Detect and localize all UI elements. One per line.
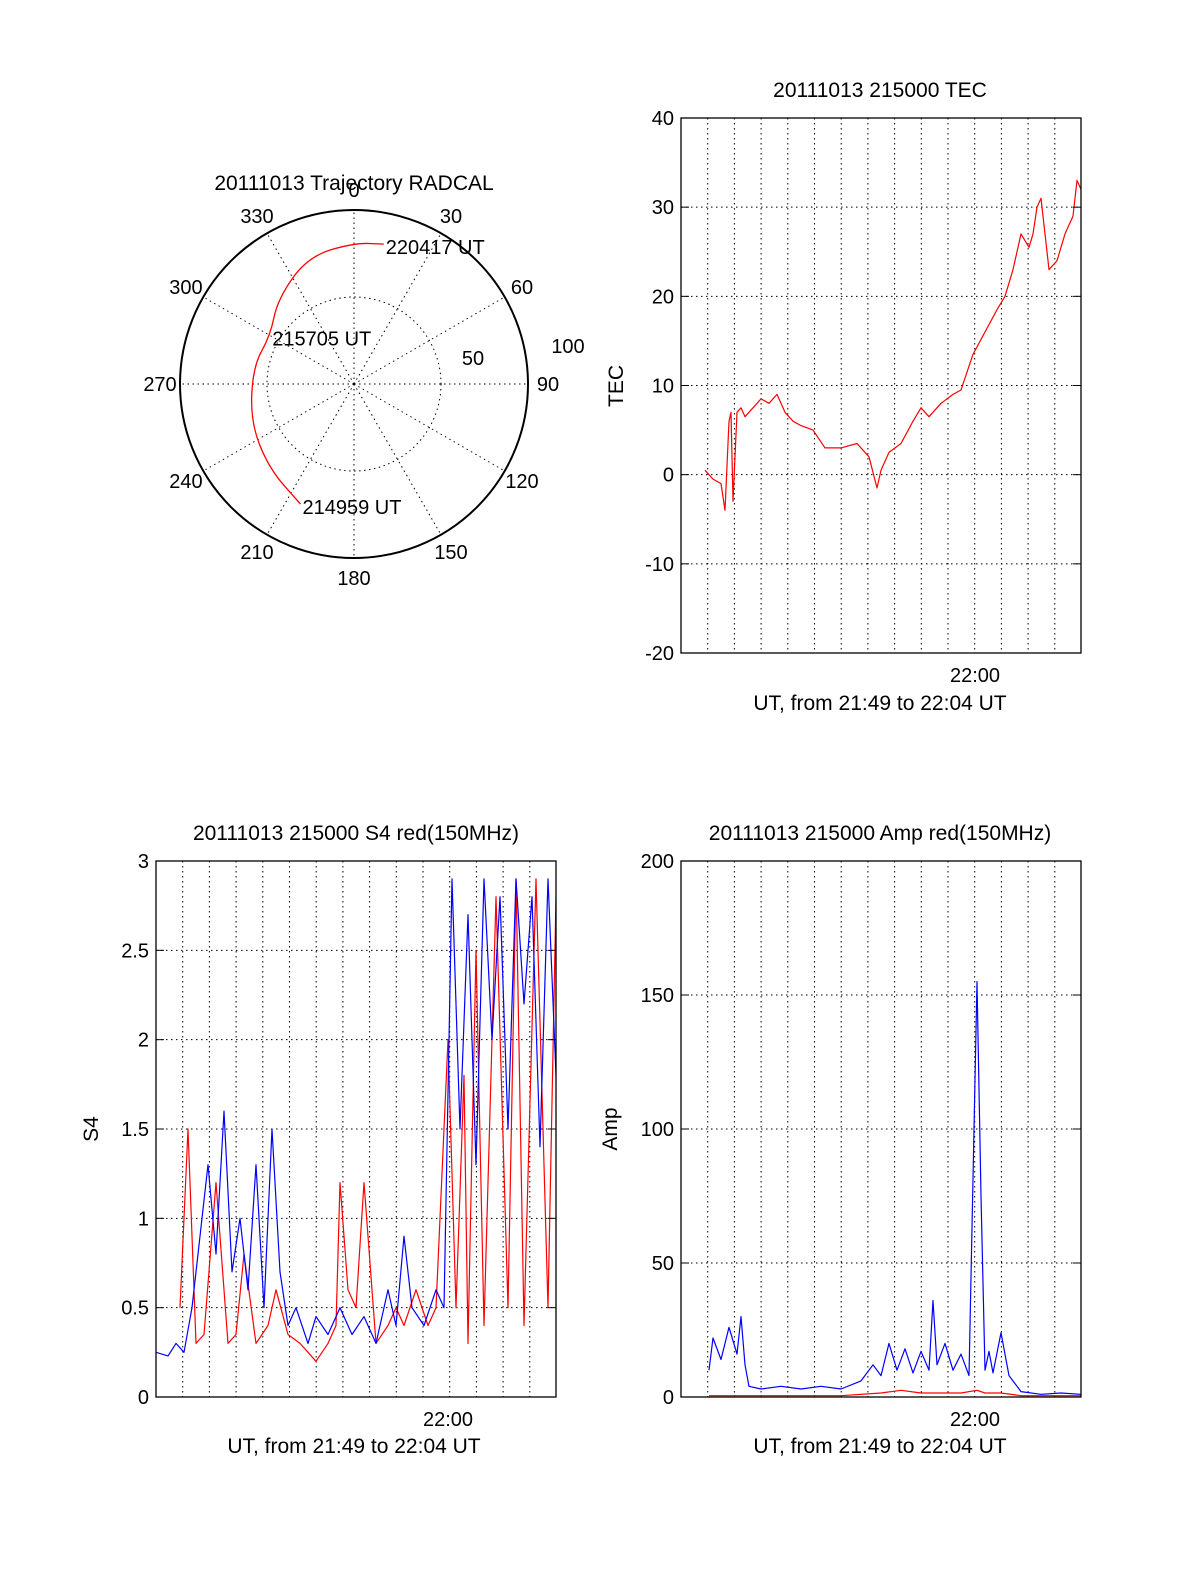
tec-y-tick-label: -10 <box>645 554 674 576</box>
polar-point-label: 215705 UT <box>272 329 371 351</box>
amp-y-tick-label: 100 <box>641 1119 674 1141</box>
tec-x-tick-label: 22:00 <box>950 665 1000 687</box>
s4-y-tick-label: 1.5 <box>121 1119 149 1141</box>
polar-radius-label: 50 <box>462 348 484 370</box>
amp-x-axis-label: UT, from 21:49 to 22:04 UT <box>753 1435 1006 1458</box>
tec-y-ticks: -20 -10 0 10 20 30 40 <box>645 108 1081 665</box>
polar-angle-label: 150 <box>434 542 467 564</box>
amp-series-blue-line <box>708 980 1081 1395</box>
polar-angle-label: 60 <box>511 277 533 299</box>
s4-y-tick-label: 2 <box>138 1030 149 1052</box>
amp-y-tick-label: 50 <box>652 1253 674 1275</box>
amp-y-axis-label: Amp <box>599 1107 622 1150</box>
polar-radius-label: 100 <box>551 336 584 358</box>
polar-angle-label: 30 <box>440 206 462 228</box>
polar-angle-label: 330 <box>240 206 273 228</box>
polar-outer-circle <box>179 209 529 559</box>
tec-y-tick-label: -20 <box>645 643 674 665</box>
polar-angle-label: 90 <box>537 374 559 396</box>
polar-inner-circle <box>266 296 442 472</box>
s4-series <box>156 878 556 1362</box>
s4-title: 20111013 215000 S4 red(150MHz) <box>193 822 519 845</box>
polar-angle-label: 240 <box>169 471 202 493</box>
amp-series-red-line <box>709 1389 1081 1397</box>
tec-plot: 20111013 215000 TEC -20 -10 0 10 20 30 40 22:0… <box>605 79 1082 715</box>
polar-spoke <box>203 296 355 385</box>
s4-series-blue-line <box>156 878 556 1357</box>
s4-y-tick-label: 1 <box>138 1208 149 1230</box>
s4-y-tick-label: 3 <box>138 851 149 873</box>
tec-y-tick-label: 30 <box>652 197 674 219</box>
amp-plot: 20111013 215000 Amp red(150MHz) 0 50 100 15… <box>599 822 1082 1458</box>
amp-y-ticks: 0 50 100 150 200 <box>641 851 1081 1409</box>
polar-angle-label: 0 <box>348 180 359 202</box>
amp-x-tick-label: 22:00 <box>950 1409 1000 1431</box>
amp-y-tick-label: 0 <box>663 1387 674 1409</box>
polar-trajectory-line <box>250 242 384 505</box>
tec-y-tick-label: 20 <box>652 286 674 308</box>
polar-spoke <box>353 383 505 472</box>
tec-x-axis-label: UT, from 21:49 to 22:04 UT <box>753 692 1006 715</box>
polar-trajectory-plot: 20111013 Trajectory RADCAL 0 30 60 90 120 150… <box>143 172 584 590</box>
s4-x-tick-label: 22:00 <box>423 1409 473 1431</box>
s4-y-tick-label: 0 <box>138 1387 149 1409</box>
polar-angle-label: 300 <box>169 277 202 299</box>
amp-grid <box>681 861 1081 1397</box>
polar-angle-label: 120 <box>505 471 538 493</box>
tec-title: 20111013 215000 TEC <box>773 79 987 102</box>
polar-angle-label: 210 <box>240 542 273 564</box>
polar-angle-label: 180 <box>337 568 370 590</box>
s4-plot: 20111013 215000 S4 red(150MHz) 0 0.5 1 1.5 2… <box>80 822 557 1458</box>
s4-grid <box>156 861 556 1397</box>
tec-series-red-line <box>704 179 1081 511</box>
s4-series-red-line <box>179 878 556 1362</box>
polar-spoke <box>353 383 442 535</box>
polar-angle-labels: 0 30 60 90 120 150 180 210 240 270 300 330 <box>143 180 559 590</box>
tec-y-tick-label: 40 <box>652 108 674 130</box>
polar-grid <box>179 209 529 559</box>
amp-y-tick-label: 200 <box>641 851 674 873</box>
polar-point-label: 214959 UT <box>303 497 402 519</box>
s4-x-axis-label: UT, from 21:49 to 22:04 UT <box>227 1435 480 1458</box>
s4-y-tick-label: 2.5 <box>121 940 149 962</box>
tec-series <box>704 179 1081 511</box>
polar-trajectory-series: 214959 UT 215705 UT 220417 UT <box>250 237 485 519</box>
s4-y-tick-label: 0.5 <box>121 1298 149 1320</box>
tec-grid <box>681 118 1081 653</box>
tec-y-axis-label: TEC <box>605 365 628 407</box>
s4-y-ticks: 0 0.5 1 1.5 2 2.5 3 <box>121 851 556 1409</box>
tec-y-tick-label: 0 <box>663 465 674 487</box>
tec-y-tick-label: 10 <box>652 376 674 398</box>
polar-spoke <box>203 383 355 472</box>
amp-y-tick-label: 150 <box>641 985 674 1007</box>
polar-spoke <box>353 233 442 385</box>
amp-series <box>708 980 1081 1397</box>
polar-spoke <box>353 296 505 385</box>
amp-title: 20111013 215000 Amp red(150MHz) <box>709 822 1051 845</box>
polar-radius-labels: 50 100 <box>462 336 585 370</box>
polar-spoke <box>266 383 355 535</box>
polar-spoke <box>266 233 355 385</box>
polar-point-label: 220417 UT <box>386 237 485 259</box>
polar-title: 20111013 Trajectory RADCAL <box>214 172 493 195</box>
s4-y-axis-label: S4 <box>80 1116 103 1142</box>
polar-angle-label: 270 <box>143 374 176 396</box>
